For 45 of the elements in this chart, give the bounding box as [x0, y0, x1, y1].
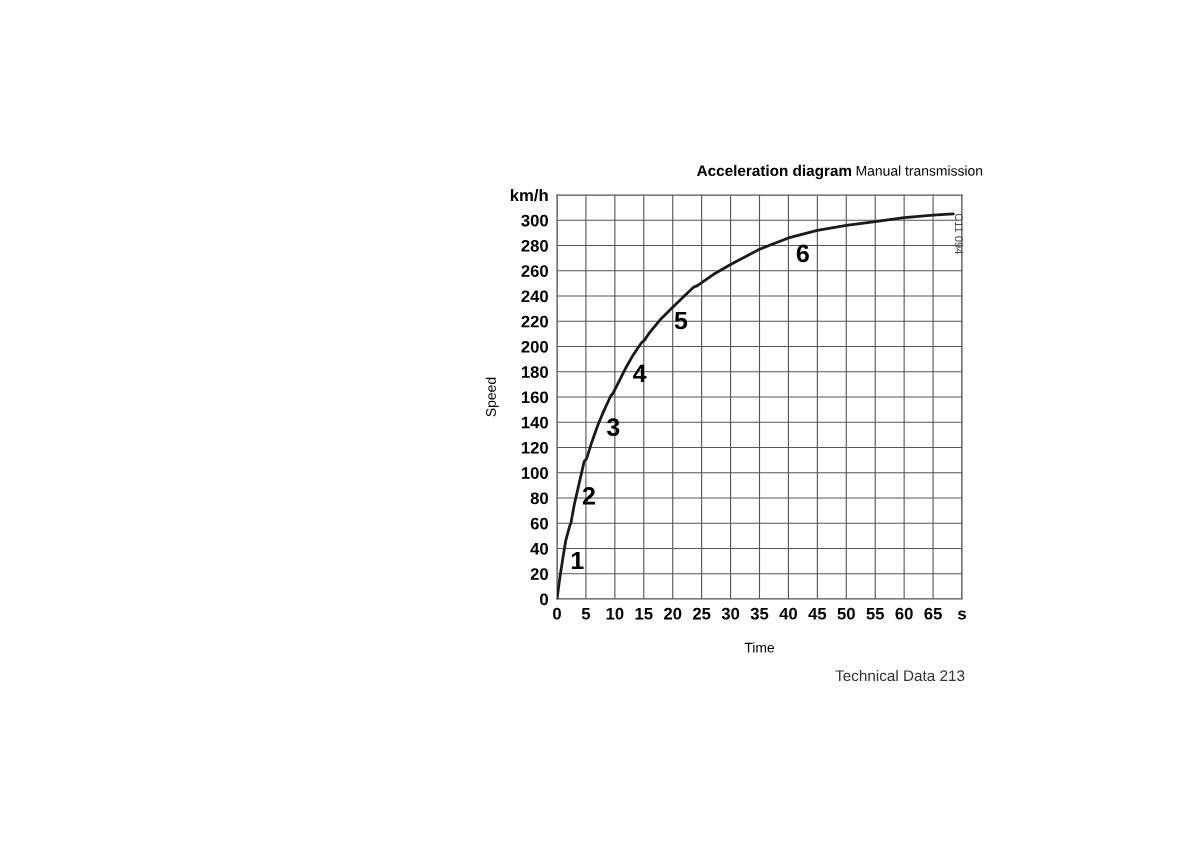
x-tick-label: 65 — [924, 607, 942, 620]
annotation: C11 094 — [954, 213, 963, 255]
y-tick-label: 0 — [540, 593, 548, 606]
y-tick-label: 300 — [521, 214, 548, 227]
y-tick-label: km/h — [510, 188, 548, 202]
y-tick-label: 140 — [521, 416, 548, 429]
x-tick-label: 55 — [866, 607, 885, 620]
x-tick-label: 40 — [779, 607, 798, 620]
y-tick-label: 260 — [521, 265, 548, 277]
text: Technical Data 213 — [835, 669, 965, 682]
x-tick-label: 20 — [664, 607, 682, 620]
y-axis-title: Speed — [485, 377, 499, 417]
x-tick-label: 35 — [750, 607, 769, 620]
x-tick-label: 5 — [581, 607, 591, 620]
x-tick-label: 60 — [895, 607, 913, 620]
y-tick-label: 60 — [530, 517, 548, 530]
y-tick-label: 160 — [521, 391, 548, 404]
x-axis-title: Time — [744, 642, 775, 653]
annotation: 1 — [571, 551, 584, 570]
y-tick-label: 120 — [521, 441, 548, 454]
line-series — [557, 212, 955, 599]
y-tick-label: 240 — [521, 290, 548, 303]
x-tick-label: 30 — [721, 607, 740, 620]
x-tick-label: 0 — [553, 607, 561, 620]
annotation: 5 — [674, 311, 688, 330]
x-tick-label: s — [957, 610, 966, 620]
y-tick-label: 220 — [521, 315, 548, 328]
annotation: 2 — [582, 487, 595, 505]
annotation: 6 — [796, 244, 809, 263]
x-tick-label: 15 — [635, 607, 653, 620]
y-tick-label: 80 — [530, 492, 548, 505]
chart-subtitle: Manual transmission — [856, 165, 983, 176]
x-tick-label: 50 — [837, 607, 855, 620]
y-tick-label: 280 — [521, 239, 548, 252]
x-tick-label: 45 — [808, 607, 827, 620]
y-tick-label: 200 — [521, 340, 548, 353]
x-tick-label: 25 — [692, 607, 711, 620]
y-tick-label: 100 — [521, 467, 548, 479]
x-tick-label: 10 — [606, 607, 624, 620]
y-tick-label: 180 — [521, 366, 548, 378]
chart-title: Acceleration diagram — [697, 164, 852, 180]
annotation: 4 — [633, 364, 647, 383]
y-tick-label: 20 — [530, 568, 548, 580]
y-tick-label: 40 — [530, 542, 548, 555]
annotation: 3 — [606, 418, 620, 437]
